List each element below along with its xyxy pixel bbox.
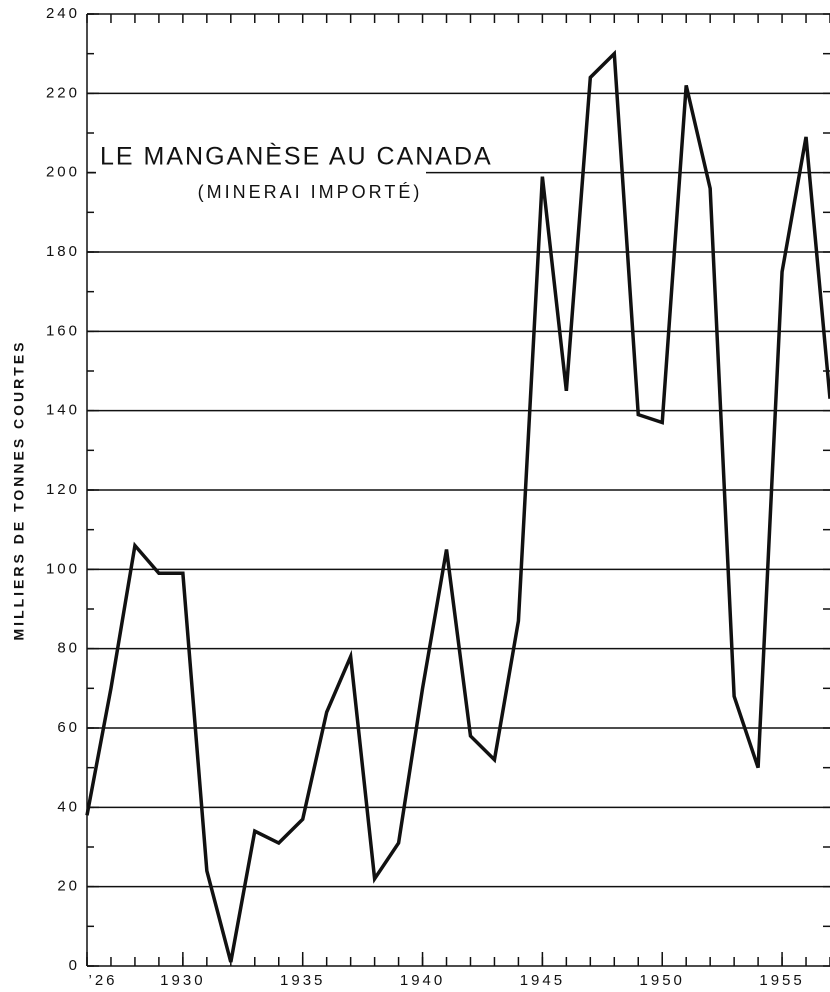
x-tick-label: 1950 <box>640 972 685 989</box>
y-tick-label: 160 <box>46 322 80 339</box>
y-tick-label: 180 <box>46 243 80 260</box>
y-tick-label: 20 <box>57 878 80 895</box>
x-tick-label: 1935 <box>280 972 325 989</box>
data-line <box>85 49 830 963</box>
x-tick-label: 1940 <box>400 972 445 989</box>
y-tick-label: 100 <box>46 560 80 577</box>
x-tick-label: 1955 <box>759 972 804 989</box>
x-tick-label: 1945 <box>520 972 565 989</box>
title-background <box>96 138 426 210</box>
y-tick-label: 200 <box>46 164 80 181</box>
y-tick-label: 80 <box>57 640 80 657</box>
y-tick-label: 120 <box>46 481 80 498</box>
y-tick-label: 0 <box>69 957 80 974</box>
chart-subtitle: (MINERAI IMPORTÉ) <box>198 182 423 202</box>
y-axis-label: MILLIERS DE TONNES COURTES <box>11 340 27 641</box>
y-tick-label: 40 <box>57 798 80 815</box>
y-tick-label: 240 <box>46 5 80 22</box>
chart-title: LE MANGANÈSE AU CANADA <box>100 142 493 171</box>
x-tick-label: ’26 <box>88 972 117 989</box>
y-tick-label: 60 <box>57 719 80 736</box>
y-tick-label: 220 <box>46 84 80 101</box>
x-tick-label: 1930 <box>160 972 205 989</box>
y-tick-label: 140 <box>46 402 80 419</box>
